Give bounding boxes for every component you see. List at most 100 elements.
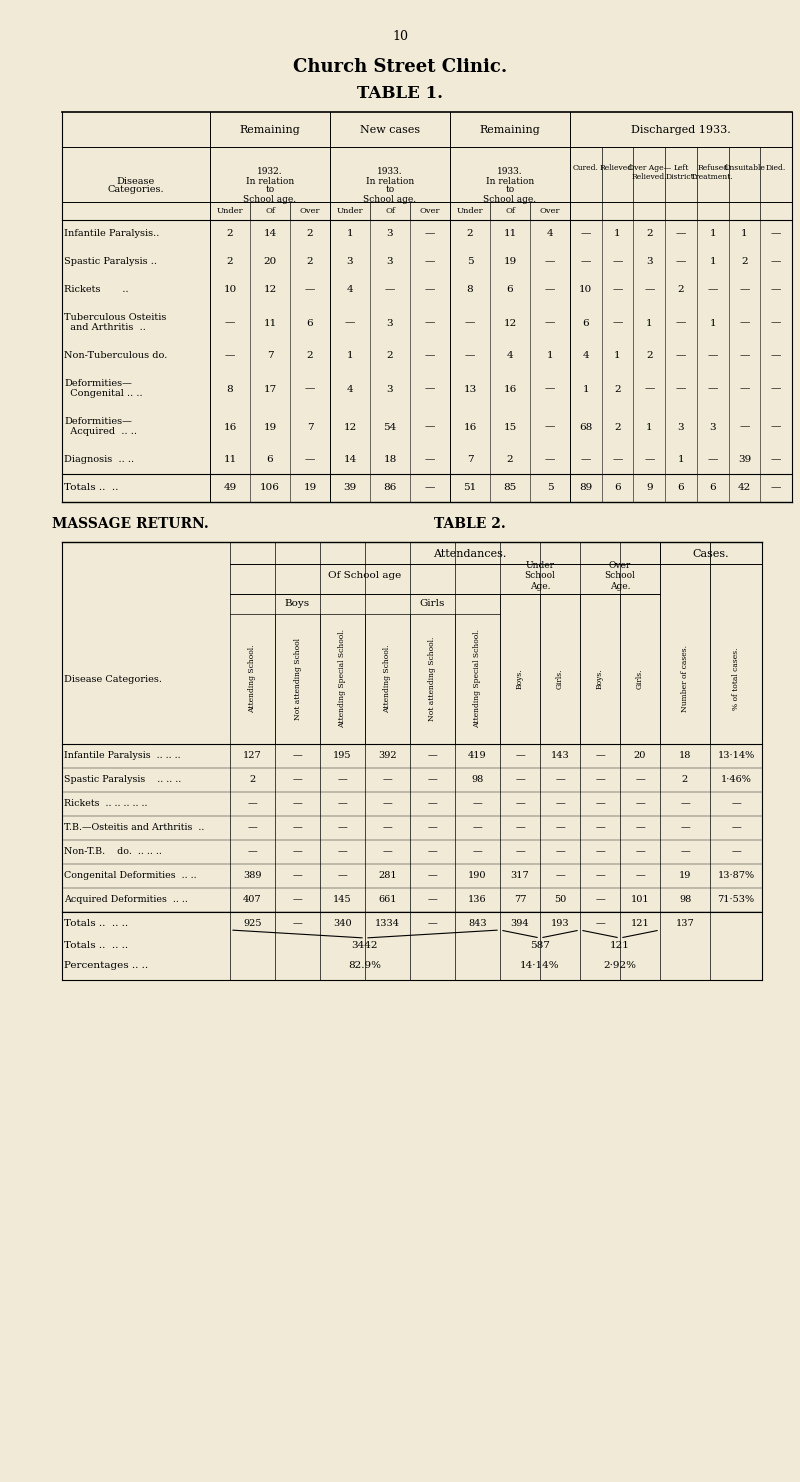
Text: 4: 4 xyxy=(546,230,554,239)
Text: Congenital .. ..: Congenital .. .. xyxy=(64,390,142,399)
Text: —: — xyxy=(515,824,525,833)
Text: 3: 3 xyxy=(346,258,354,267)
Text: Attendances.: Attendances. xyxy=(434,548,506,559)
Text: —: — xyxy=(425,286,435,295)
Text: Boys.: Boys. xyxy=(596,668,604,689)
Text: —: — xyxy=(293,871,302,880)
Text: —: — xyxy=(465,351,475,360)
Text: —: — xyxy=(680,848,690,857)
Text: 89: 89 xyxy=(579,483,593,492)
Text: Unsuitable: Unsuitable xyxy=(723,165,766,172)
Text: Totals ..  .. ..: Totals .. .. .. xyxy=(64,941,128,950)
Text: —: — xyxy=(555,824,565,833)
Text: Not attending School.: Not attending School. xyxy=(429,637,437,722)
Text: Over: Over xyxy=(300,207,320,215)
Text: Acquired Deformities  .. ..: Acquired Deformities .. .. xyxy=(64,895,188,904)
Text: 7: 7 xyxy=(266,351,274,360)
Text: TABLE 1.: TABLE 1. xyxy=(357,86,443,102)
Text: —: — xyxy=(428,824,438,833)
Text: 1: 1 xyxy=(646,319,653,328)
Text: 39: 39 xyxy=(738,455,751,464)
Text: —: — xyxy=(739,319,750,328)
Text: —: — xyxy=(425,230,435,239)
Text: —: — xyxy=(293,799,302,809)
Text: Remaining: Remaining xyxy=(240,124,300,135)
Text: —: — xyxy=(425,351,435,360)
Text: —: — xyxy=(676,384,686,394)
Text: 19: 19 xyxy=(679,871,691,880)
Text: 12: 12 xyxy=(263,286,277,295)
Text: 20: 20 xyxy=(634,751,646,760)
Text: —: — xyxy=(465,319,475,328)
Text: 1: 1 xyxy=(582,384,589,394)
Text: 3: 3 xyxy=(386,319,394,328)
Text: —: — xyxy=(731,799,741,809)
Text: —: — xyxy=(739,422,750,431)
Text: 121: 121 xyxy=(630,919,650,929)
Text: —: — xyxy=(739,384,750,394)
Text: —: — xyxy=(473,824,482,833)
Text: 19: 19 xyxy=(503,258,517,267)
Text: 6: 6 xyxy=(266,455,274,464)
Text: Non-T.B.    do.  .. .. ..: Non-T.B. do. .. .. .. xyxy=(64,848,162,857)
Text: Diagnosis  .. ..: Diagnosis .. .. xyxy=(64,455,134,464)
Text: —: — xyxy=(771,455,782,464)
Text: —: — xyxy=(680,799,690,809)
Text: —: — xyxy=(612,455,622,464)
Text: 12: 12 xyxy=(343,422,357,431)
Text: 6: 6 xyxy=(678,483,684,492)
Text: 1: 1 xyxy=(710,230,716,239)
Text: Percentages .. ..: Percentages .. .. xyxy=(64,962,148,971)
Text: —: — xyxy=(739,286,750,295)
Text: 77: 77 xyxy=(514,895,526,904)
Text: —: — xyxy=(338,775,347,784)
Text: —: — xyxy=(382,848,392,857)
Text: 1: 1 xyxy=(346,351,354,360)
Text: 68: 68 xyxy=(579,422,593,431)
Text: —: — xyxy=(338,848,347,857)
Text: —: — xyxy=(293,919,302,929)
Text: 14: 14 xyxy=(343,455,357,464)
Text: —: — xyxy=(595,799,605,809)
Text: —: — xyxy=(555,775,565,784)
Text: 16: 16 xyxy=(223,422,237,431)
Text: —: — xyxy=(382,799,392,809)
Text: Disease Categories.: Disease Categories. xyxy=(64,674,162,683)
Text: Non-Tuberculous do.: Non-Tuberculous do. xyxy=(64,351,167,360)
Text: 5: 5 xyxy=(546,483,554,492)
Text: —: — xyxy=(555,871,565,880)
Text: —: — xyxy=(293,895,302,904)
Text: 2: 2 xyxy=(678,286,684,295)
Text: —: — xyxy=(428,799,438,809)
Text: 85: 85 xyxy=(503,483,517,492)
Text: —: — xyxy=(293,775,302,784)
Text: —: — xyxy=(555,848,565,857)
Text: 106: 106 xyxy=(260,483,280,492)
Text: Discharged 1933.: Discharged 1933. xyxy=(631,124,731,135)
Text: —: — xyxy=(595,751,605,760)
Text: —: — xyxy=(473,799,482,809)
Text: 193: 193 xyxy=(550,919,570,929)
Text: 19: 19 xyxy=(303,483,317,492)
Text: 101: 101 xyxy=(630,895,650,904)
Text: —: — xyxy=(771,286,782,295)
Text: —: — xyxy=(545,319,555,328)
Text: 1933.: 1933. xyxy=(497,167,523,176)
Text: to: to xyxy=(506,185,514,194)
Text: —: — xyxy=(545,422,555,431)
Text: 281: 281 xyxy=(378,871,397,880)
Text: MASSAGE RETURN.: MASSAGE RETURN. xyxy=(52,517,208,531)
Text: 2: 2 xyxy=(306,230,314,239)
Text: 9: 9 xyxy=(646,483,653,492)
Text: Spastic Paralysis ..: Spastic Paralysis .. xyxy=(64,258,157,267)
Text: —: — xyxy=(771,319,782,328)
Text: —: — xyxy=(382,824,392,833)
Text: —: — xyxy=(676,258,686,267)
Text: —: — xyxy=(305,384,315,394)
Text: 2: 2 xyxy=(306,258,314,267)
Text: 18: 18 xyxy=(679,751,691,760)
Text: 18: 18 xyxy=(383,455,397,464)
Text: —: — xyxy=(595,919,605,929)
Text: —: — xyxy=(305,455,315,464)
Text: Attending Special School.: Attending Special School. xyxy=(338,630,346,729)
